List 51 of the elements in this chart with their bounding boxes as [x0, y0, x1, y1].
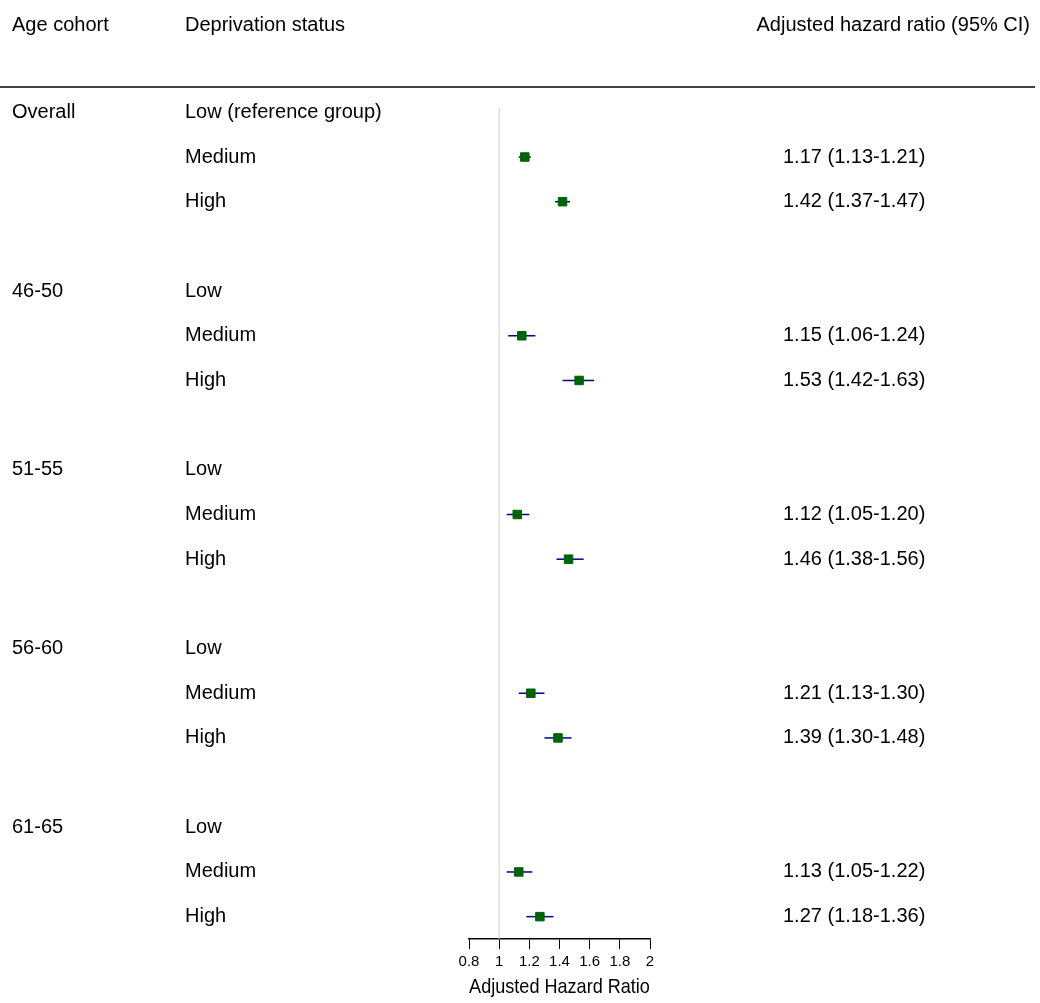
text: Age cohort: [12, 12, 110, 35]
data-label: 1.46 (1.38-1.56): [783, 546, 926, 569]
point: [517, 331, 527, 341]
x-tick-label: 1: [494, 952, 504, 970]
y-tick-label: High: [185, 367, 227, 390]
point: [563, 554, 574, 564]
x-tick-label: 1.4: [549, 952, 570, 970]
y-tick-label: Low (reference group): [185, 99, 382, 122]
y2-tick-label: 46-50: [12, 278, 64, 301]
point: [574, 375, 584, 386]
point: [526, 688, 536, 698]
y-tick-label: Medium: [185, 502, 257, 525]
data-label: 1.17 (1.13-1.21): [783, 144, 926, 167]
y-tick-label: High: [185, 725, 227, 748]
y-tick-label: Medium: [185, 323, 257, 346]
y-tick-label: Medium: [185, 144, 257, 167]
x-tick-label: 1.2: [518, 952, 540, 970]
x-axis-title: Adjusted Hazard Ratio: [469, 974, 650, 997]
point: [514, 867, 524, 877]
y-tick-label: Low: [185, 636, 223, 659]
text: Deprivation status: [185, 12, 346, 35]
y2-tick-label: 56-60: [12, 636, 64, 659]
data-label: 1.15 (1.06-1.24): [783, 323, 926, 346]
y-tick-label: High: [185, 904, 227, 927]
y2-tick-label: 51-55: [12, 457, 64, 480]
x-tick-label: 2: [645, 952, 655, 970]
data-label: 1.53 (1.42-1.63): [783, 367, 926, 390]
x-tick-label: 1.8: [609, 952, 631, 970]
y2-tick-label: Overall: [12, 99, 76, 122]
point: [553, 733, 563, 743]
y-tick-label: High: [185, 546, 227, 569]
y2-tick-label: 61-65: [12, 814, 64, 837]
data-label: 1.12 (1.05-1.20): [783, 502, 926, 525]
data-label: 1.39 (1.30-1.48): [783, 725, 926, 748]
x-tick-label: 1.6: [579, 952, 601, 970]
data-label: 1.42 (1.37-1.47): [783, 189, 926, 212]
data-label: 1.21 (1.13-1.30): [783, 680, 926, 703]
y-tick-label: High: [185, 189, 227, 212]
text: Adjusted hazard ratio (95% CI): [756, 12, 1030, 35]
point: [535, 911, 545, 922]
y-tick-label: Low: [185, 457, 223, 480]
x-tick-label: 0.8: [458, 952, 480, 970]
point: [520, 152, 530, 162]
y-tick-label: Low: [185, 814, 223, 837]
data-label: 1.13 (1.05-1.22): [783, 859, 926, 882]
point: [512, 509, 523, 520]
point: [557, 196, 568, 207]
y-tick-label: Low: [185, 278, 223, 301]
data-label: 1.27 (1.18-1.36): [783, 904, 926, 927]
y-tick-label: Medium: [185, 859, 257, 882]
y-tick-label: Medium: [185, 680, 257, 703]
